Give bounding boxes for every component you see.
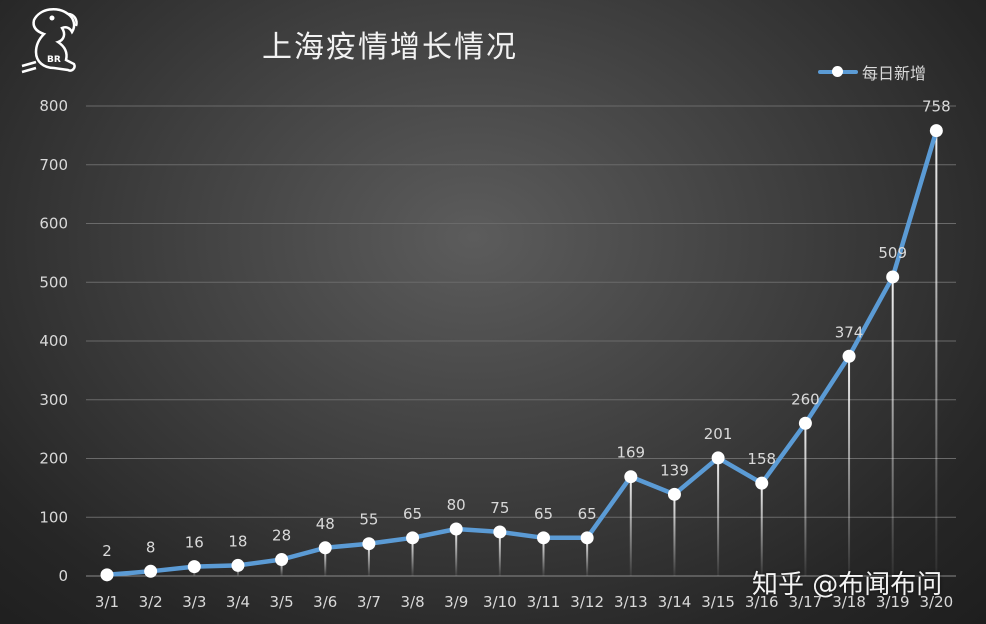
data-label: 374 xyxy=(835,323,864,341)
data-label: 260 xyxy=(791,390,820,408)
x-tick-label: 3/17 xyxy=(789,593,823,611)
drop-line xyxy=(848,356,851,576)
data-point xyxy=(886,270,900,284)
drop-line xyxy=(673,494,676,576)
chart-title: 上海疫情增长情况 xyxy=(262,30,518,65)
y-tick-label: 800 xyxy=(39,97,68,115)
data-point xyxy=(187,560,201,574)
y-tick-label: 0 xyxy=(58,567,68,585)
data-point xyxy=(537,531,550,545)
drop-line xyxy=(411,537,414,576)
data-point xyxy=(406,531,420,545)
data-label: 201 xyxy=(704,425,733,443)
legend-label: 每日新增 xyxy=(862,64,927,83)
data-label: 2 xyxy=(102,542,112,560)
x-tick-label: 3/6 xyxy=(313,593,337,611)
x-tick-label: 3/13 xyxy=(614,593,648,611)
x-tick-label: 3/4 xyxy=(226,593,250,611)
drop-line xyxy=(542,537,545,576)
x-tick-label: 3/10 xyxy=(483,593,517,611)
data-label: 158 xyxy=(747,450,776,468)
drop-line xyxy=(804,423,807,576)
x-tick-label: 3/19 xyxy=(876,593,910,611)
data-label: 758 xyxy=(922,98,951,116)
data-point xyxy=(275,553,289,567)
data-label: 509 xyxy=(878,244,907,262)
data-label: 169 xyxy=(616,444,645,462)
x-tick-label: 3/18 xyxy=(832,593,866,611)
y-tick-label: 700 xyxy=(39,156,68,174)
drop-line xyxy=(935,130,938,577)
drop-line xyxy=(717,457,720,576)
data-label: 139 xyxy=(660,461,689,479)
x-tick-label: 3/15 xyxy=(701,593,735,611)
data-label: 28 xyxy=(272,527,291,545)
data-point xyxy=(449,522,463,536)
drop-line xyxy=(324,547,327,576)
series-line xyxy=(104,128,939,578)
y-tick-label: 600 xyxy=(39,215,68,233)
data-label: 48 xyxy=(316,515,335,533)
data-label: 65 xyxy=(578,505,597,523)
data-label: 16 xyxy=(185,534,204,552)
drop-line xyxy=(280,559,283,576)
drop-line xyxy=(455,529,458,576)
data-point xyxy=(711,451,725,465)
data-point xyxy=(624,470,638,484)
x-tick-label: 3/12 xyxy=(570,593,604,611)
y-tick-label: 500 xyxy=(39,273,68,291)
data-point xyxy=(798,416,812,430)
y-tick-label: 100 xyxy=(39,508,68,526)
x-tick-label: 3/16 xyxy=(745,593,779,611)
data-point xyxy=(231,558,245,572)
data-point xyxy=(755,476,769,490)
data-point xyxy=(144,564,158,578)
x-tick-label: 3/7 xyxy=(357,593,381,611)
legend: 每日新增 xyxy=(818,61,926,83)
y-tick-label: 300 xyxy=(39,391,68,409)
drop-line xyxy=(760,483,763,576)
data-point xyxy=(667,487,681,501)
x-tick-label: 3/1 xyxy=(95,593,119,611)
svg-text:BR: BR xyxy=(47,55,61,65)
data-point xyxy=(580,531,594,545)
data-label: 55 xyxy=(359,511,378,529)
data-label: 80 xyxy=(447,496,466,514)
x-tick-label: 3/9 xyxy=(444,593,468,611)
x-tick-label: 3/5 xyxy=(270,593,294,611)
data-label: 75 xyxy=(490,499,509,517)
drop-line xyxy=(367,543,370,576)
x-tick-label: 3/3 xyxy=(182,593,206,611)
data-label: 65 xyxy=(403,505,422,523)
data-point xyxy=(493,525,507,539)
data-point xyxy=(100,568,114,582)
data-point xyxy=(842,349,856,363)
watermark: 知乎 @布闻布问 xyxy=(752,570,943,600)
legend-swatch-icon xyxy=(818,61,858,83)
drop-line xyxy=(498,531,501,576)
data-label: 65 xyxy=(534,505,553,523)
data-label: 8 xyxy=(146,538,156,556)
x-tick-label: 3/20 xyxy=(920,593,954,611)
drop-line xyxy=(891,276,894,576)
drop-line xyxy=(586,537,589,576)
data-label: 18 xyxy=(228,532,247,550)
x-tick-label: 3/8 xyxy=(400,593,424,611)
x-tick-label: 3/14 xyxy=(658,593,692,611)
parrot-logo-icon: BR xyxy=(14,2,94,86)
data-point xyxy=(318,541,332,555)
x-tick-label: 3/11 xyxy=(527,593,561,611)
data-point xyxy=(929,124,943,138)
data-point xyxy=(362,537,376,551)
y-tick-label: 200 xyxy=(39,450,68,468)
drop-line xyxy=(629,476,632,576)
y-tick-label: 400 xyxy=(39,332,68,350)
x-tick-label: 3/2 xyxy=(139,593,163,611)
